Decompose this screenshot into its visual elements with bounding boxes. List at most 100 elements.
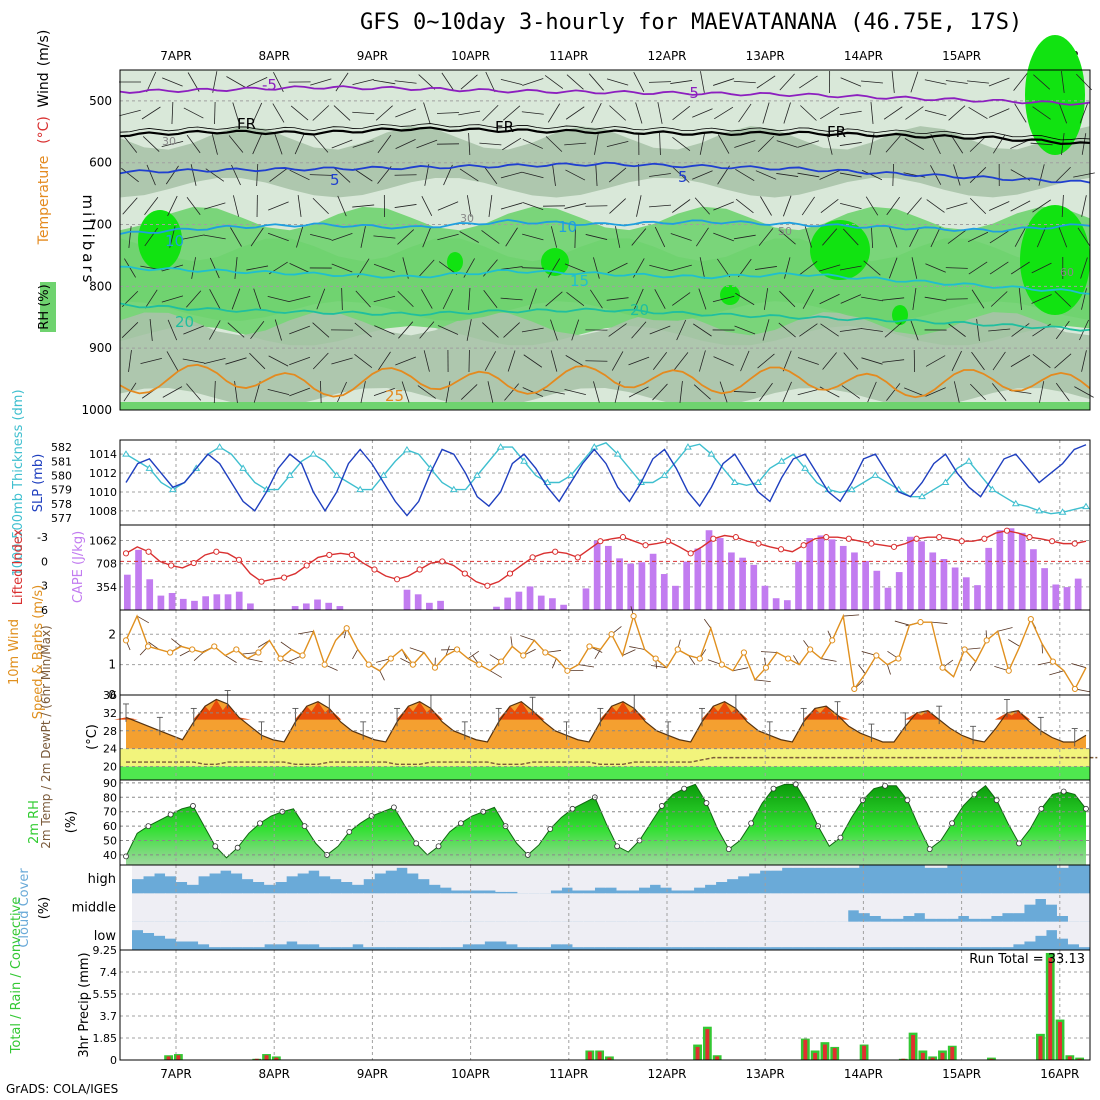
rh-tick-label: 50 — [103, 835, 117, 848]
wind-barb — [246, 265, 269, 271]
wind-barb — [121, 322, 139, 338]
precip-convective-bar — [1058, 1021, 1062, 1060]
cloud-low-clear — [308, 921, 320, 945]
cloud-high-clear — [264, 865, 276, 885]
slp-line — [125, 444, 1087, 517]
precip-axis-label: 3hr Precip (mm) — [77, 952, 92, 1057]
cloud-middle-clear — [583, 893, 595, 922]
lifted-index-line-marker — [552, 548, 559, 555]
cape-bar — [783, 600, 791, 610]
lifted-index-line-marker — [303, 562, 310, 569]
wind-barb — [930, 226, 941, 248]
wind-barb — [674, 352, 689, 370]
cloud-middle-clear — [836, 893, 849, 922]
wind-barb — [144, 197, 159, 215]
cloud-level-label: middle — [72, 901, 116, 916]
cloud-high-clear — [275, 865, 287, 882]
wind-barb — [423, 102, 431, 124]
wind-barb — [165, 165, 179, 185]
cloud-middle-clear — [946, 893, 959, 919]
rh-marker — [190, 803, 196, 809]
cloud-high-clear — [308, 865, 320, 871]
cloud-low-clear — [869, 921, 882, 948]
wind-barb — [735, 168, 755, 182]
wind-barb — [992, 351, 1006, 371]
wind-barb-10m — [886, 664, 891, 675]
wind-barb — [1014, 227, 1027, 247]
slp-tick-label: 1010 — [89, 486, 117, 499]
slp-tick-label: 1008 — [89, 505, 117, 518]
cloud-high-clear — [924, 865, 937, 868]
wind-barb — [654, 289, 666, 309]
wind-barb — [779, 73, 795, 91]
cape-bar — [135, 549, 142, 610]
wind-barb — [267, 295, 290, 303]
wind-barb — [373, 295, 396, 303]
wind-barb — [861, 296, 883, 302]
wind-barb — [1031, 262, 1052, 274]
wind-barb — [331, 233, 353, 241]
thickness-line-marker — [496, 443, 505, 450]
cloud-low-clear — [495, 921, 507, 942]
wind-barb — [523, 354, 543, 368]
cloud-low-clear — [220, 921, 232, 948]
wind-barb — [693, 323, 712, 337]
cloud-middle-clear — [440, 893, 452, 922]
wind-barb — [571, 319, 580, 341]
wind-barb-10m — [136, 615, 150, 624]
wind-barb — [468, 132, 471, 156]
cloud-high-clear — [803, 865, 816, 868]
lifted-index-line-marker — [597, 538, 604, 545]
wind-speed-line-marker — [476, 661, 483, 668]
temp-unit-label: (°C) — [85, 724, 100, 750]
wind-barb-10m — [629, 646, 645, 650]
cloud-low-clear — [649, 921, 662, 948]
wind-barb — [140, 357, 162, 365]
precip-convective-bar — [695, 1046, 700, 1060]
li-tick-label: 0 — [41, 555, 48, 568]
cape-bar — [291, 606, 299, 610]
cloud-low-clear — [209, 921, 221, 948]
wind-barb-10m — [761, 651, 778, 653]
wind-barb — [146, 71, 157, 93]
cloud-high-clear — [363, 865, 375, 880]
wind-barb — [502, 137, 522, 151]
wind-barb — [1031, 294, 1052, 304]
lifted-index-line-marker — [823, 534, 830, 541]
cloud-low-clear — [550, 921, 562, 945]
rh-marker — [882, 782, 888, 789]
cloud-high-clear — [935, 865, 948, 868]
temp-tick-label: 36 — [103, 689, 117, 702]
wind-barb — [227, 322, 245, 338]
wind-barb — [865, 196, 879, 216]
wind-barb — [289, 387, 311, 397]
wind-barb — [500, 79, 523, 85]
wind-barb — [142, 136, 160, 152]
cloud-middle-clear — [737, 893, 750, 922]
wind-barb-10m — [931, 621, 948, 624]
lifted-index-line-marker — [213, 548, 220, 555]
wind-barb — [1039, 381, 1045, 403]
precip-convective-bar — [901, 1058, 906, 1060]
wind-barb — [924, 109, 947, 117]
top-day-label: 10APR — [451, 49, 490, 63]
cape-bar — [649, 553, 657, 610]
wind-barb — [333, 105, 351, 121]
wind-barb — [123, 382, 137, 402]
cloud-middle-clear — [429, 893, 441, 922]
wind-speed-line-marker — [520, 652, 527, 659]
wind-barb — [424, 164, 430, 186]
cape-tick-label: 708 — [96, 558, 117, 571]
wind-barb — [401, 381, 410, 403]
wind-barb — [310, 234, 332, 240]
wind-barb — [1081, 350, 1087, 372]
wind-barb — [228, 135, 244, 153]
top-day-label: 15APR — [942, 49, 981, 63]
wind-barb — [909, 226, 920, 248]
thickness-tick-label: 581 — [51, 455, 72, 468]
lifted-index-line-marker — [348, 551, 355, 559]
lifted-index-line-marker — [416, 566, 423, 573]
wind-barb — [552, 164, 556, 186]
cape-bar — [985, 547, 993, 610]
wind-barb — [483, 165, 498, 185]
